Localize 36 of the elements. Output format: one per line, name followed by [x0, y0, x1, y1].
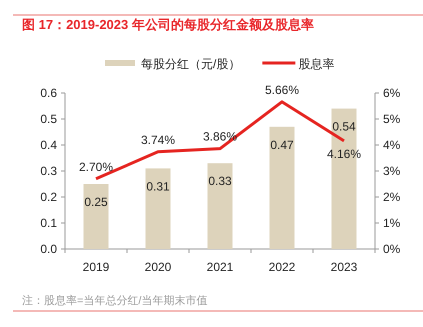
- y-tick-label: 0.3: [40, 164, 58, 178]
- y2-tick-label: 0%: [383, 242, 401, 256]
- text: 注：股息率=当年总分红/当年期末市值: [22, 294, 208, 307]
- data-label: 4.16%: [326, 146, 362, 161]
- data-label: 0.25: [84, 195, 108, 209]
- bar: [270, 126, 294, 249]
- y2-tick-label: 3%: [383, 164, 401, 178]
- data-label: 2.70%: [78, 160, 114, 174]
- y2-tick-label: 5%: [383, 112, 401, 126]
- y2-tick-label: 2%: [383, 190, 401, 204]
- y-tick-label: 0.6: [40, 86, 58, 100]
- data-label: 5.66%: [264, 82, 300, 97]
- y-tick-label: 0.2: [40, 190, 58, 204]
- bar: [208, 163, 232, 249]
- text: 0.0: [40, 242, 57, 256]
- chart-title: 图 17：2019-2023 年公司的每股分红金额及股息率: [22, 17, 314, 32]
- y-tick-label: 0.5: [40, 112, 58, 126]
- data-label: 0.31: [146, 179, 170, 194]
- y2-tick-label: 1%: [383, 216, 401, 230]
- legend-label: 股息率: [298, 57, 334, 71]
- legend-label: 每股分红（元/股）: [141, 57, 240, 71]
- x-tick-label: 2022: [268, 260, 296, 274]
- y-tick-label: 0.4: [40, 138, 58, 152]
- data-label: 0.33: [208, 174, 232, 188]
- x-tick-label: 2021: [206, 260, 234, 274]
- x-tick-label: 2023: [330, 260, 358, 274]
- y-tick-label: 0.1: [40, 216, 58, 230]
- y2-tick-label: 4%: [383, 138, 401, 152]
- y2-tick-label: 6%: [383, 86, 401, 100]
- x-tick-label: 2020: [144, 260, 172, 274]
- data-label: 3.74%: [140, 132, 176, 147]
- x-tick-label: 2019: [82, 260, 110, 274]
- bar: [84, 184, 108, 249]
- data-label: 0.47: [270, 138, 294, 152]
- bar: [146, 168, 170, 249]
- data-label: 0.54: [332, 120, 356, 134]
